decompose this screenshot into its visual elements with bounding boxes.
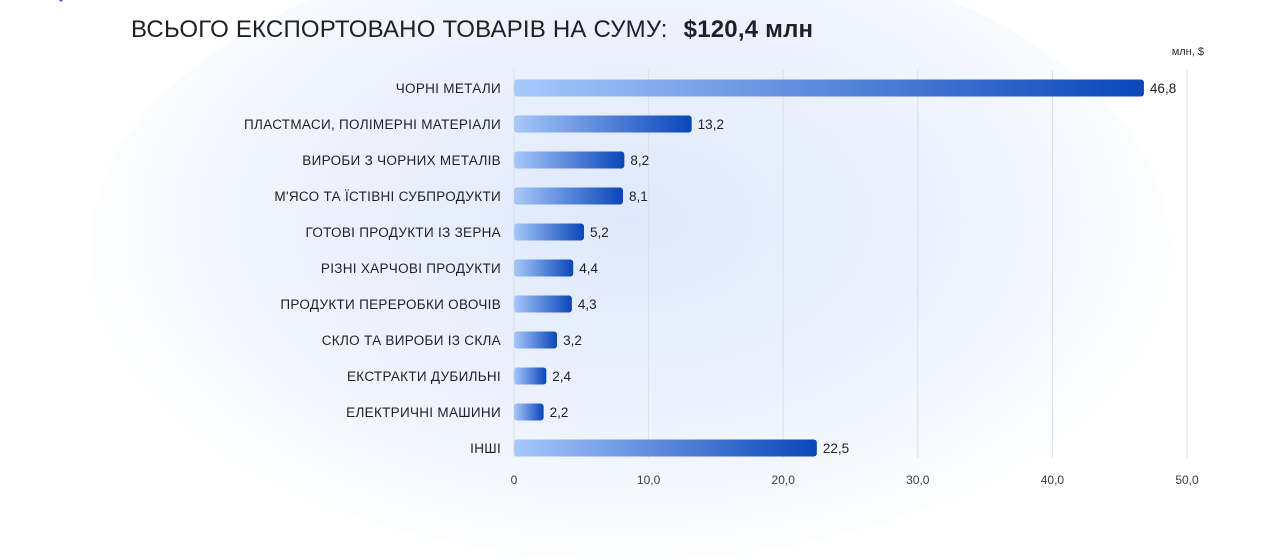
x-axis: 0 10,0 20,0 30,0 40,0 50,0 [511,473,1199,487]
category-label: ЕЛЕКТРИЧНІ МАШИНИ [346,405,501,420]
value-label: 4,4 [579,261,598,276]
category-label: ЕКСТРАКТИ ДУБИЛЬНІ [347,369,501,384]
bar-chart: ЧОРНІ МЕТАЛИ 46,8 ПЛАСТМАСИ, ПОЛІМЕРНІ МАТ… [244,70,1199,487]
x-tick-label: 30,0 [906,473,930,487]
labels: ЧОРНІ МЕТАЛИ 46,8 ПЛАСТМАСИ, ПОЛІМЕРНІ МАТ… [244,81,1176,456]
value-label: 2,2 [550,405,569,420]
category-label: РІЗНІ ХАРЧОВІ ПРОДУКТИ [321,261,501,276]
bar [514,115,692,133]
category-label: ІНШІ [470,441,501,456]
unit-label: млн, $ [1171,46,1204,58]
value-label: 8,2 [630,153,649,168]
value-label: 3,2 [563,333,582,348]
x-tick-label: 40,0 [1041,473,1065,487]
category-label: ЧОРНІ МЕТАЛИ [396,81,501,96]
value-label: 46,8 [1150,81,1176,96]
bar [514,187,624,205]
title-lead: ВСЬОГО ЕКСПОРТОВАНО ТОВАРІВ НА СУМУ: [131,16,668,43]
category-label: СКЛО ТА ВИРОБИ ІЗ СКЛА [322,333,501,348]
category-label: ВИРОБИ З ЧОРНИХ МЕТАЛІВ [302,153,501,168]
bar [514,259,574,277]
chart-title: ВСЬОГО ЕКСПОРТОВАНО ТОВАРІВ НА СУМУ: $120… [131,16,813,44]
x-tick-label: 0 [511,473,518,487]
value-label: 13,2 [698,117,724,132]
bar [514,439,817,457]
bar [514,295,572,313]
value-label: 2,4 [552,369,571,384]
bar [514,79,1144,97]
x-tick-label: 50,0 [1175,473,1199,487]
title-total: $120,4 млн [683,16,814,43]
category-label: ПЛАСТМАСИ, ПОЛІМЕРНІ МАТЕРІАЛИ [244,117,501,132]
category-label: ПРОДУКТИ ПЕРЕРОБКИ ОВОЧІВ [280,297,501,312]
category-label: ГОТОВІ ПРОДУКТИ ІЗ ЗЕРНА [305,225,501,240]
value-label: 5,2 [590,225,609,240]
bars [514,79,1144,457]
x-tick-label: 10,0 [637,473,661,487]
bar [514,331,558,349]
category-label: М'ЯСО ТА ЇСТІВНІ СУБПРОДУКТИ [274,189,501,204]
bar [514,223,584,241]
bar [514,367,547,385]
value-label: 8,1 [629,189,648,204]
bar [514,151,625,169]
x-tick-label: 20,0 [772,473,796,487]
bar [514,403,544,421]
value-label: 22,5 [823,441,849,456]
value-label: 4,3 [578,297,597,312]
